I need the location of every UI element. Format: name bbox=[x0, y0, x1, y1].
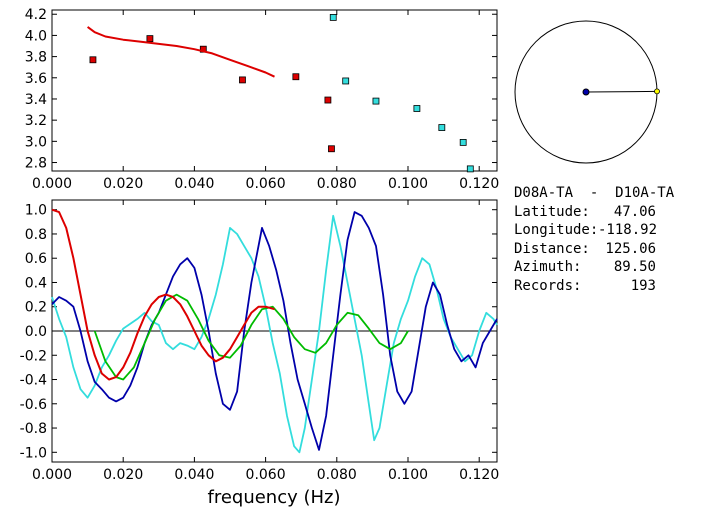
info-value: 125.06 bbox=[605, 240, 656, 257]
info-row-azimuth: Azimuth: 89.50 bbox=[514, 258, 674, 277]
y-tick-label: 4.2 bbox=[25, 7, 47, 23]
y-tick-label: 3.4 bbox=[25, 92, 47, 108]
red-data-point bbox=[292, 73, 300, 81]
cyan-series-line bbox=[51, 214, 498, 454]
y-tick-label: 3.0 bbox=[25, 134, 47, 150]
red-data-point bbox=[239, 76, 246, 84]
dispersion-plot-frame bbox=[51, 9, 498, 172]
blue-series-line bbox=[51, 211, 498, 451]
cyan-data-point bbox=[342, 77, 350, 85]
cyan-data-point bbox=[459, 139, 467, 146]
cyan-data-point bbox=[372, 97, 380, 105]
red-data-point bbox=[324, 96, 332, 104]
y-tick-label: 1.0 bbox=[25, 203, 47, 219]
y-tick-label: -0.8 bbox=[20, 421, 47, 437]
info-value: 193 bbox=[630, 277, 656, 294]
x-tick-label: 0.080 bbox=[317, 467, 357, 483]
x-tick-label: 0.020 bbox=[103, 467, 143, 483]
y-tick-label: 0.8 bbox=[25, 227, 47, 243]
x-tick-label: 0.060 bbox=[246, 176, 286, 192]
x-tick-label: 0.120 bbox=[459, 467, 499, 483]
red-data-point bbox=[146, 35, 154, 42]
correlation-plot: 0.000 0.020 0.040 0.060 0.080 0.100 0.120 1.0 0.… bbox=[20, 199, 499, 508]
red-series-line bbox=[51, 208, 275, 381]
y-tick-label: 0.4 bbox=[25, 275, 47, 291]
y-tick-label: -0.6 bbox=[20, 397, 47, 413]
x-tick-label: 0.040 bbox=[174, 176, 214, 192]
y-tick-label: 4.0 bbox=[25, 28, 47, 44]
x-tick-label: 0.120 bbox=[459, 176, 499, 192]
info-value: 89.50 bbox=[613, 259, 656, 276]
y-tick-label: -1.0 bbox=[20, 445, 47, 461]
cyan-data-point bbox=[329, 14, 337, 21]
azimuth-needle bbox=[585, 90, 658, 93]
y-tick-label: 0.6 bbox=[25, 251, 47, 267]
y-tick-label: 3.2 bbox=[25, 113, 47, 129]
station-info-panel: D08A-TA - D10A-TA Latitude: 47.06 Longitu… bbox=[514, 184, 674, 296]
y-tick-label: -0.2 bbox=[20, 348, 47, 364]
y-tick-label: 3.8 bbox=[25, 50, 47, 66]
info-label: Latitude: bbox=[514, 203, 590, 220]
x-tick-label: 0.020 bbox=[103, 176, 143, 192]
cyan-data-point bbox=[466, 165, 474, 173]
y-tick-label: 0.0 bbox=[25, 324, 47, 340]
cyan-data-point bbox=[413, 105, 421, 112]
x-tick-label: 0.060 bbox=[246, 467, 286, 483]
station-origin-dot bbox=[582, 88, 590, 96]
red-data-point bbox=[89, 56, 97, 64]
info-value: 47.06 bbox=[613, 203, 656, 220]
info-row-records: Records: 193 bbox=[514, 277, 674, 296]
x-tick-label: 0.080 bbox=[317, 176, 357, 192]
green-series-line bbox=[93, 293, 409, 381]
y-tick-label: 3.6 bbox=[25, 71, 47, 87]
azimuth-dial bbox=[514, 20, 660, 164]
x-tick-label: 0.040 bbox=[174, 467, 214, 483]
info-value: -118.92 bbox=[598, 222, 658, 239]
red-data-point bbox=[328, 145, 335, 153]
dispersion-plot: 0.000 0.020 0.040 0.060 0.080 0.100 0.120 2.8 3.… bbox=[25, 7, 500, 192]
info-row-latitude: Latitude: 47.06 bbox=[514, 203, 674, 222]
info-label: Distance: bbox=[514, 240, 590, 257]
y-tick-label: 2.8 bbox=[25, 156, 47, 172]
station-target-dot bbox=[654, 88, 660, 95]
y-tick-label: -0.4 bbox=[20, 373, 47, 389]
x-tick-label: 0.000 bbox=[32, 176, 72, 192]
cyan-data-point bbox=[438, 124, 446, 131]
info-label: Azimuth: bbox=[514, 259, 582, 276]
x-tick-label: 0.100 bbox=[388, 467, 428, 483]
info-label: Records: bbox=[514, 277, 582, 294]
station-pair: D08A-TA - D10A-TA bbox=[514, 185, 675, 201]
y-tick-label: 0.2 bbox=[25, 300, 47, 316]
info-row-distance: Distance: 125.06 bbox=[514, 240, 674, 259]
x-axis-label: frequency (Hz) bbox=[207, 487, 340, 508]
info-row-longitude: Longitude: -118.92 bbox=[514, 221, 674, 240]
x-tick-label: 0.000 bbox=[32, 467, 72, 483]
x-tick-label: 0.100 bbox=[388, 176, 428, 192]
red-series-line bbox=[87, 26, 275, 78]
info-label: Longitude: bbox=[514, 222, 599, 239]
